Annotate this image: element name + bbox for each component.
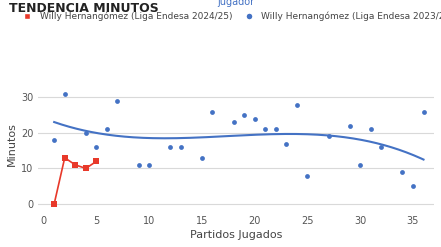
Point xyxy=(61,92,68,96)
Point xyxy=(251,117,258,121)
Text: TENDENCIA MINUTOS: TENDENCIA MINUTOS xyxy=(9,2,159,16)
Point xyxy=(357,163,364,167)
Point xyxy=(241,113,248,117)
Y-axis label: Minutos: Minutos xyxy=(7,122,17,165)
Point xyxy=(304,174,311,178)
Point xyxy=(61,156,68,160)
Legend: Willy Hernangómez (Liga Endesa 2024/25), Willy Hernangómez (Liga Endesa 2023/24): Willy Hernangómez (Liga Endesa 2024/25),… xyxy=(19,0,441,21)
Point xyxy=(325,134,332,138)
Point xyxy=(146,163,153,167)
Point xyxy=(262,127,269,131)
Point xyxy=(293,103,300,106)
Point xyxy=(51,138,58,142)
Point xyxy=(367,127,374,131)
Point xyxy=(198,156,206,160)
Point xyxy=(272,127,279,131)
X-axis label: Partidos Jugados: Partidos Jugados xyxy=(190,230,282,240)
Point xyxy=(103,127,110,131)
Point xyxy=(167,145,174,149)
Point xyxy=(346,124,353,128)
Point xyxy=(230,120,237,124)
Point xyxy=(177,145,184,149)
Point xyxy=(420,110,427,114)
Point xyxy=(72,163,79,167)
Point xyxy=(399,170,406,174)
Point xyxy=(93,145,100,149)
Point xyxy=(378,145,385,149)
Point xyxy=(209,110,216,114)
Point xyxy=(51,202,58,206)
Point xyxy=(135,163,142,167)
Point xyxy=(82,131,90,135)
Point xyxy=(283,142,290,145)
Point xyxy=(409,184,416,188)
Point xyxy=(93,159,100,163)
Point xyxy=(114,99,121,103)
Point xyxy=(82,166,90,170)
